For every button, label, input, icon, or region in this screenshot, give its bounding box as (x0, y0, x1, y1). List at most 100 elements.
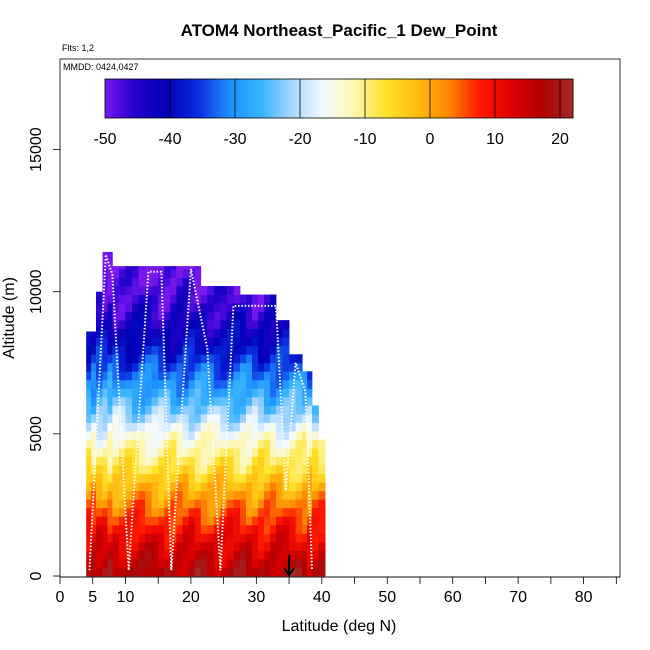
heatmap-cell (145, 354, 153, 364)
heatmap-cell (269, 499, 277, 509)
heatmap-cell (318, 516, 326, 526)
heatmap-cell (275, 567, 283, 577)
colorbar-segment (179, 79, 184, 118)
heatmap-cell (158, 448, 165, 457)
heatmap-cell (96, 516, 103, 526)
heatmap-cell (125, 311, 133, 321)
heatmap-cell (158, 516, 165, 526)
heatmap-cell (226, 405, 234, 415)
heatmap-cell (194, 567, 202, 577)
heatmap-cell (263, 499, 271, 509)
heatmap-cell (220, 524, 228, 534)
heatmap-cell (269, 311, 277, 321)
heatmap-cell (289, 371, 297, 381)
heatmap-cell (86, 524, 92, 534)
heatmap-cell (282, 456, 290, 466)
heatmap-cell (263, 362, 271, 372)
heatmap-cell (200, 465, 208, 475)
heatmap-cell (102, 456, 108, 466)
heatmap-cell (138, 277, 146, 287)
heatmap-cell (275, 337, 283, 347)
heatmap-cell (257, 311, 265, 321)
colorbar-segment (495, 79, 499, 118)
heatmap-cell (188, 311, 196, 321)
heatmap-cell (318, 490, 326, 500)
heatmap-cell (239, 405, 247, 415)
heatmap-cell (295, 456, 303, 466)
heatmap-cell (200, 379, 208, 389)
heatmap-cell (170, 337, 177, 347)
heatmap-cell (194, 516, 202, 526)
heatmap-cell (275, 507, 283, 517)
heatmap-cell (158, 567, 165, 577)
heatmap-cell (269, 516, 277, 526)
heatmap-cell (138, 422, 146, 432)
heatmap-cell (257, 371, 265, 381)
colorbar-segment (352, 79, 356, 118)
heatmap-cell (233, 320, 241, 330)
heatmap-cell (107, 516, 113, 526)
heatmap-cell (302, 558, 308, 568)
heatmap-cell (170, 371, 177, 381)
heatmap-cell (91, 448, 97, 457)
heatmap-cell (207, 311, 215, 321)
heatmap-cell (176, 448, 183, 457)
colorbar-segment (231, 79, 236, 118)
heatmap-cell (302, 473, 308, 483)
heatmap-cell (263, 439, 271, 449)
heatmap-cell (257, 413, 265, 423)
heatmap-cell (182, 465, 189, 475)
heatmap-cell (176, 567, 183, 577)
heatmap-cell (91, 533, 97, 543)
heatmap-cell (132, 379, 139, 389)
heatmap-cell (233, 337, 241, 347)
heatmap-cell (257, 507, 265, 517)
heatmap-cell (176, 379, 183, 389)
heatmap-cell (194, 405, 202, 415)
heatmap-cell (125, 439, 133, 449)
colorbar-segment (397, 79, 402, 118)
heatmap-cell (263, 567, 271, 577)
heatmap-cell (257, 396, 265, 406)
heatmap-cell (200, 439, 208, 449)
heatmap-cell (102, 473, 108, 483)
heatmap-cell (112, 362, 120, 372)
heatmap-cell (151, 558, 159, 568)
colorbar-segment (144, 79, 148, 118)
heatmap-cell (307, 405, 313, 415)
heatmap-cell (233, 473, 241, 483)
heatmap-cell (145, 371, 153, 381)
heatmap-cell (213, 482, 221, 492)
heatmap-cell (107, 439, 113, 449)
heatmap-cell (295, 439, 303, 449)
heatmap-cell (233, 541, 241, 551)
heatmap-cell (151, 320, 159, 330)
heatmap-cell (182, 413, 189, 423)
heatmap-cell (289, 490, 297, 500)
heatmap-cell (200, 558, 208, 568)
heatmap-cell (200, 388, 208, 398)
heatmap-cell (257, 482, 265, 492)
heatmap-cell (96, 405, 103, 415)
heatmap-cell (102, 448, 108, 457)
colorbar-segment (202, 79, 207, 118)
heatmap-cell (145, 541, 153, 551)
heatmap-cell (282, 320, 290, 330)
heatmap-cell (138, 405, 146, 415)
heatmap-cell (86, 473, 92, 483)
heatmap-cell (158, 431, 165, 440)
heatmap-cell (269, 320, 277, 330)
heatmap-cell (86, 431, 92, 440)
heatmap-cell (158, 558, 165, 568)
heatmap-cell (269, 431, 277, 440)
heatmap-cell (132, 294, 139, 304)
heatmap-cell (269, 533, 277, 543)
colorbar-segment (469, 79, 473, 118)
heatmap-cell (145, 499, 153, 509)
colorbar-segment (277, 79, 281, 118)
heatmap-cell (289, 448, 297, 457)
heatmap-cell (239, 345, 247, 355)
x-tick-label: 70 (509, 589, 527, 606)
heatmap-cell (170, 448, 177, 457)
heatmap-cell (107, 396, 113, 406)
